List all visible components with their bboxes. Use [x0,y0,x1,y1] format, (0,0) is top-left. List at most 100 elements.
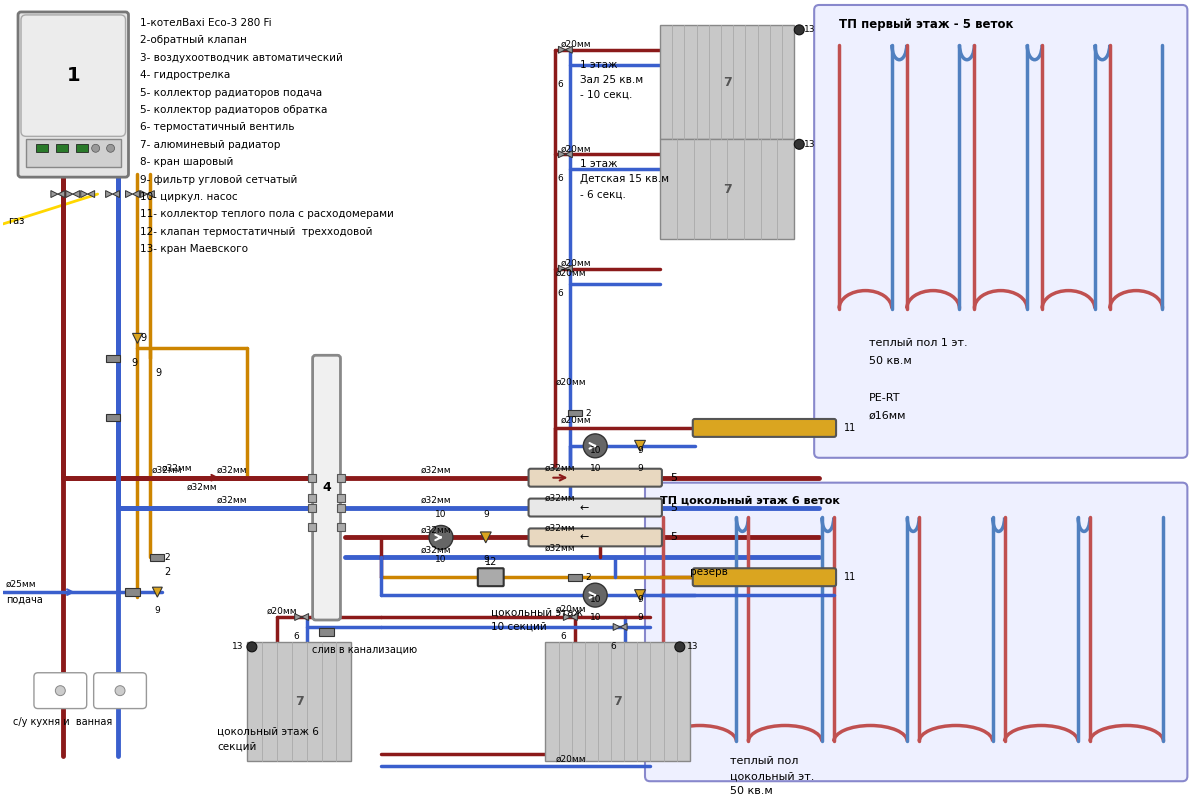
Polygon shape [88,191,95,198]
Bar [247,642,352,761]
Polygon shape [66,191,73,198]
Text: ø32мм: ø32мм [421,545,451,555]
Text: 2: 2 [164,567,170,577]
Text: 9: 9 [482,510,488,519]
Polygon shape [132,191,139,198]
Text: ø20мм: ø20мм [560,259,592,268]
Text: 1 этаж: 1 этаж [581,60,618,69]
Polygon shape [558,151,565,158]
Bar [26,140,120,168]
Circle shape [115,685,125,696]
Text: 5- коллектор радиаторов обратка: 5- коллектор радиаторов обратка [140,105,328,115]
Text: 1: 1 [66,66,80,85]
Text: секций: секций [217,741,257,752]
Text: 6: 6 [611,642,616,651]
Text: 5: 5 [670,472,677,483]
Text: ø32мм: ø32мм [186,483,217,492]
Text: 12: 12 [485,557,497,567]
Text: 9: 9 [155,606,161,615]
Text: - 6 секц.: - 6 секц. [581,189,626,199]
Polygon shape [113,191,120,198]
Text: ø32мм: ø32мм [421,496,451,504]
Text: ø32мм: ø32мм [217,466,247,475]
Text: 1-котелBaxi Eco-3 280 Fi: 1-котелBaxi Eco-3 280 Fi [140,18,272,28]
Text: 13: 13 [804,140,816,148]
Circle shape [430,525,452,549]
FancyBboxPatch shape [313,355,341,620]
Text: 9: 9 [637,446,643,455]
Text: 10: 10 [589,613,601,622]
Bar [337,474,346,482]
Text: 9: 9 [637,613,643,622]
FancyBboxPatch shape [528,528,662,547]
Bar [318,628,335,636]
Bar [307,474,316,482]
Text: теплый пол 1 эт.: теплый пол 1 эт. [869,338,967,349]
Polygon shape [563,614,570,621]
Polygon shape [152,587,162,597]
Polygon shape [140,191,148,198]
Bar [36,144,48,152]
Text: Зал 25 кв.м: Зал 25 кв.м [581,75,643,85]
Text: 2-обратный клапан: 2-обратный клапан [140,35,247,45]
Text: теплый пол: теплый пол [730,757,798,766]
Text: PE-RT: PE-RT [869,393,900,403]
Text: 4: 4 [322,481,331,494]
Text: 6: 6 [294,632,300,641]
Text: цокольный этаж 6: цокольный этаж 6 [217,726,319,737]
Text: 9: 9 [637,595,643,604]
Text: 7: 7 [613,695,622,708]
Text: 4- гидрострелка: 4- гидрострелка [140,70,230,80]
Text: цокольный эт.: цокольный эт. [730,772,814,781]
Text: 13: 13 [686,642,698,651]
FancyBboxPatch shape [22,15,126,136]
Polygon shape [558,46,565,53]
Polygon shape [558,265,565,272]
Text: 11: 11 [844,572,857,583]
Text: газ: газ [8,216,24,226]
Text: 13: 13 [804,26,816,34]
Text: 6: 6 [558,289,563,298]
Text: 50 кв.м: 50 кв.м [730,786,773,796]
Text: ø32мм: ø32мм [545,543,576,552]
Text: ø25мм: ø25мм [6,580,37,589]
Text: 9: 9 [132,358,138,368]
Text: ø32мм: ø32мм [545,494,576,503]
Circle shape [794,25,804,35]
Bar [546,642,690,761]
Bar [106,414,120,421]
Text: 5- коллектор радиаторов подача: 5- коллектор радиаторов подача [140,88,323,97]
Bar [56,144,67,152]
Bar [337,494,346,502]
Text: 6: 6 [558,174,563,184]
Bar [150,554,164,561]
Polygon shape [480,532,491,543]
Circle shape [91,144,100,152]
Text: 8- кран шаровый: 8- кран шаровый [140,157,234,168]
Text: 10: 10 [589,595,601,604]
Text: 6: 6 [560,632,566,641]
Bar [76,144,88,152]
Text: ←: ← [581,532,593,543]
Bar [106,355,120,361]
Text: ø20мм: ø20мм [560,144,592,153]
Circle shape [55,685,65,696]
Text: 10 секций: 10 секций [491,622,546,632]
Circle shape [583,583,607,607]
Text: ø32мм: ø32мм [545,464,576,472]
Text: ø32мм: ø32мм [217,496,247,504]
Bar [125,588,140,596]
FancyBboxPatch shape [18,12,128,177]
FancyBboxPatch shape [478,568,504,587]
Text: 6: 6 [558,80,563,89]
Text: 10: 10 [589,446,601,455]
Text: ø20мм: ø20мм [266,607,298,616]
Polygon shape [80,191,88,198]
Text: 9: 9 [155,368,162,378]
Text: 3- воздухоотводчик автоматический: 3- воздухоотводчик автоматический [140,53,343,63]
Text: слив в канализацию: слив в канализацию [312,645,416,655]
Text: - 10 секц.: - 10 секц. [581,89,632,100]
Circle shape [674,642,685,652]
Text: 9- фильтр угловой сетчатый: 9- фильтр угловой сетчатый [140,175,298,184]
Circle shape [583,434,607,458]
